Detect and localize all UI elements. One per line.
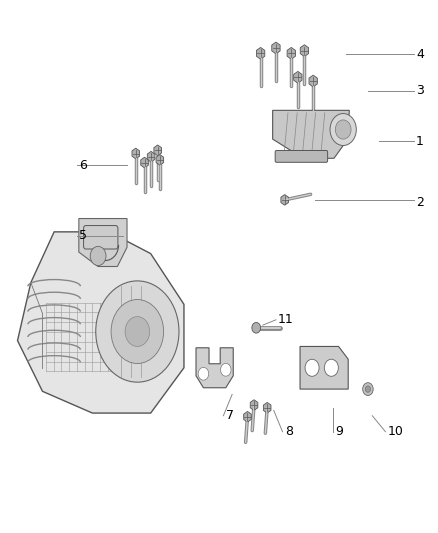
Polygon shape xyxy=(141,157,148,168)
Polygon shape xyxy=(300,346,348,389)
Polygon shape xyxy=(293,71,302,83)
Circle shape xyxy=(90,246,106,265)
Circle shape xyxy=(365,386,371,392)
FancyBboxPatch shape xyxy=(275,150,328,162)
Circle shape xyxy=(96,281,179,382)
Polygon shape xyxy=(309,75,318,87)
Polygon shape xyxy=(244,411,251,422)
Text: 7: 7 xyxy=(226,409,233,422)
Text: 4: 4 xyxy=(416,48,424,61)
Circle shape xyxy=(324,359,338,376)
Circle shape xyxy=(330,114,356,146)
Text: 11: 11 xyxy=(278,313,294,326)
Text: 6: 6 xyxy=(79,159,87,172)
Text: 5: 5 xyxy=(79,229,87,242)
Circle shape xyxy=(125,317,150,346)
Circle shape xyxy=(305,359,319,376)
Text: 2: 2 xyxy=(416,196,424,209)
Polygon shape xyxy=(196,348,233,388)
Polygon shape xyxy=(287,47,296,59)
Polygon shape xyxy=(154,145,162,156)
Polygon shape xyxy=(132,148,140,159)
Polygon shape xyxy=(281,195,289,205)
FancyBboxPatch shape xyxy=(84,225,118,249)
Polygon shape xyxy=(256,47,265,59)
Polygon shape xyxy=(250,400,258,410)
Polygon shape xyxy=(263,402,271,413)
Polygon shape xyxy=(156,155,164,165)
Circle shape xyxy=(252,322,261,333)
Text: 10: 10 xyxy=(388,425,403,438)
Circle shape xyxy=(336,120,351,139)
Polygon shape xyxy=(272,110,350,158)
Polygon shape xyxy=(147,151,155,162)
Circle shape xyxy=(220,364,231,376)
Text: 9: 9 xyxy=(335,425,343,438)
Circle shape xyxy=(363,383,373,395)
Polygon shape xyxy=(300,45,309,56)
Circle shape xyxy=(198,367,208,380)
Text: 1: 1 xyxy=(416,135,424,148)
Polygon shape xyxy=(18,232,184,413)
Text: 8: 8 xyxy=(285,425,293,438)
Text: 3: 3 xyxy=(416,84,424,97)
Circle shape xyxy=(111,300,164,364)
Polygon shape xyxy=(79,219,127,266)
Polygon shape xyxy=(272,42,280,54)
